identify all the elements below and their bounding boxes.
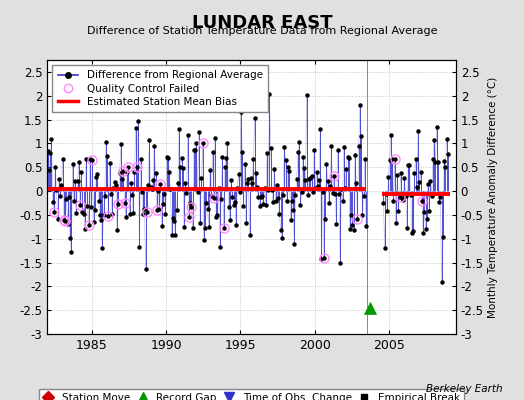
- Text: Berkeley Earth: Berkeley Earth: [427, 384, 503, 394]
- Y-axis label: Monthly Temperature Anomaly Difference (°C): Monthly Temperature Anomaly Difference (…: [488, 76, 498, 318]
- Text: LUNDAR EAST: LUNDAR EAST: [192, 14, 332, 32]
- Legend: Station Move, Record Gap, Time of Obs. Change, Empirical Break: Station Move, Record Gap, Time of Obs. C…: [39, 388, 464, 400]
- Text: Difference of Station Temperature Data from Regional Average: Difference of Station Temperature Data f…: [87, 26, 437, 36]
